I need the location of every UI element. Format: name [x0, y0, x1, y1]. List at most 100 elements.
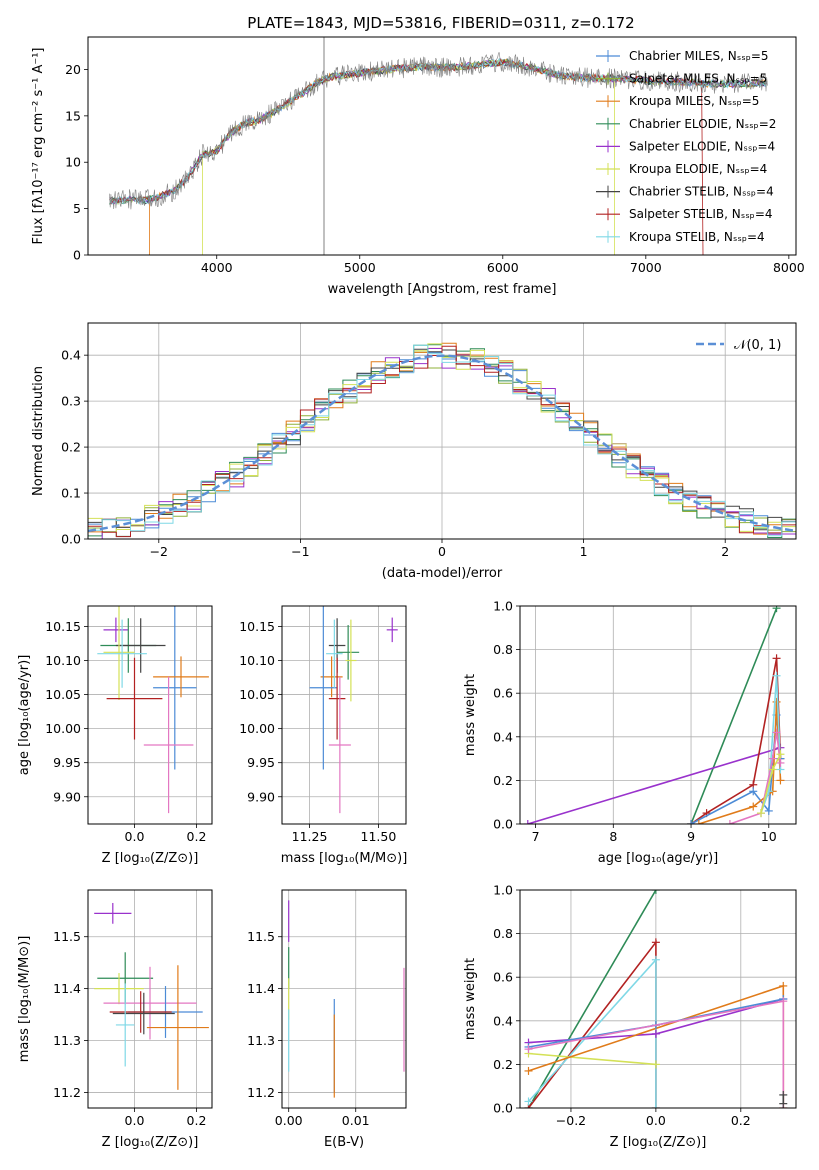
y-tick-label: 0.1 [61, 486, 81, 501]
y-tick-label: 0.2 [493, 1057, 513, 1072]
y-axis-label: age [log₁₀(age/yr)] [17, 655, 32, 776]
legend-label: Kroupa MILES, Nₛₛₚ=5 [629, 94, 759, 108]
residuals-axes: −2 −1 0 1 2 0.0 0.1 0.2 0.3 0.4 (data-model)/error… [31, 322, 797, 581]
legend: Chabrier MILES, Nₛₛₚ=5 Salpeter MILES, Nₛ… [596, 49, 776, 244]
mass-weight-line [527, 957, 657, 1108]
age-vs-mass-axes: 11.25 11.50 9.90 9.95 10.00 10.05 10.10 10.15 ma… [239, 605, 408, 866]
mass-weight-line [690, 607, 778, 824]
model-spectrum-line [149, 58, 768, 255]
spectrum-axes: 4000 5000 6000 7000 8000 0 5 10 15 20 wavelength [… [31, 36, 805, 297]
y-tick-label: 0.0 [493, 817, 513, 832]
y-tick-label: 11.3 [247, 1033, 275, 1048]
y-axis-label: mass weight [463, 674, 478, 756]
y-tick-label: 5 [73, 201, 81, 216]
legend-label: 𝒩(0, 1) [734, 338, 781, 353]
y-tick-label: 20 [65, 62, 81, 77]
legend-label: Chabrier MILES, Nₛₛₚ=5 [629, 49, 769, 63]
y-tick-label: 10.10 [45, 653, 81, 668]
y-tick-label: 0.6 [493, 970, 513, 985]
y-tick-label: 9.95 [53, 755, 81, 770]
x-tick-label: 0.2 [731, 1113, 751, 1128]
mass-weight-line [698, 701, 782, 824]
x-tick-label: 6000 [487, 260, 519, 275]
y-tick-label: 0.0 [493, 1101, 513, 1116]
mass-vs-Z-axes: 0.0 0.2 11.2 11.3 11.4 11.5 Z [log₁₀(Z/Z⊙)] mas… [17, 889, 213, 1150]
x-tick-label: 11.50 [361, 829, 397, 844]
y-tick-label: 11.4 [53, 981, 81, 996]
x-tick-label: 0.2 [187, 829, 207, 844]
x-axis-label: Z [log₁₀(Z/Z⊙)] [102, 851, 199, 866]
y-tick-label: 0.6 [493, 686, 513, 701]
y-tick-label: 0.2 [493, 773, 513, 788]
x-axis-label: Z [log₁₀(Z/Z⊙)] [610, 1135, 707, 1150]
x-tick-label: 8000 [773, 260, 805, 275]
x-axis-label: age [log₁₀(age/yr)] [598, 851, 719, 866]
legend-label: Kroupa ELODIE, Nₛₛₚ=4 [629, 162, 767, 176]
y-tick-label: 0.0 [61, 532, 81, 547]
x-tick-label: 0.2 [187, 1113, 207, 1128]
y-axis-label: Flux [fλ10⁻¹⁷ erg cm⁻² s⁻¹ A⁻¹] [31, 48, 46, 245]
y-tick-label: 0.4 [493, 1013, 513, 1028]
massweight-vs-age-frame [519, 605, 797, 825]
mass-weight-line [527, 746, 781, 824]
mass-weight-line [760, 675, 782, 814]
y-tick-label: 10.05 [45, 687, 81, 702]
x-tick-label: −2 [150, 544, 168, 559]
x-tick-label: 0.0 [125, 1113, 145, 1128]
figure-title: PLATE=1843, MJD=53816, FIBERID=0311, z=0… [247, 14, 634, 32]
residuals-frame [87, 322, 797, 540]
age-vs-Z-axes: 0.0 0.2 9.90 9.95 10.00 10.05 10.10 10.15 Z [log… [17, 605, 213, 866]
y-tick-label: 0.8 [493, 642, 513, 657]
y-tick-label: 1.0 [493, 883, 513, 898]
x-tick-label: 9 [687, 829, 695, 844]
y-axis-label: mass [log₁₀(M/M⊙)] [17, 936, 32, 1063]
x-axis-label: mass [log₁₀(M/M⊙)] [281, 851, 408, 866]
y-tick-label: 10.00 [239, 721, 275, 736]
x-axis-label: (data-model)/error [382, 566, 503, 581]
y-tick-label: 11.2 [53, 1085, 81, 1100]
spectrum-plot-area [109, 37, 768, 255]
y-tick-label: 10.15 [45, 619, 81, 634]
legend-label: Chabrier ELODIE, Nₛₛₚ=2 [629, 117, 776, 131]
y-tick-label: 0.2 [61, 440, 81, 455]
spectrum-frame [87, 36, 797, 256]
y-tick-label: 10 [65, 155, 81, 170]
massweight-vs-age-plot-area [523, 606, 785, 824]
massweight-vs-age-axes: 7 8 9 10 0.0 0.2 0.4 0.6 0.8 1.0 age [log₁₀(age/yr… [463, 599, 797, 866]
x-tick-label: 0.0 [125, 829, 145, 844]
x-tick-label: 0 [438, 544, 446, 559]
y-tick-label: 1.0 [493, 599, 513, 614]
x-tick-label: 2 [721, 544, 729, 559]
observed-spectrum-line [109, 52, 768, 210]
y-tick-label: 11.2 [247, 1085, 275, 1100]
x-tick-label: 0.0 [646, 1113, 666, 1128]
mass-vs-EBV-frame [281, 889, 407, 1109]
x-tick-label: 0.01 [342, 1113, 370, 1128]
y-axis-label: mass weight [463, 958, 478, 1040]
x-tick-label: 7000 [630, 260, 662, 275]
legend-label: Chabrier STELIB, Nₛₛₚ=4 [629, 185, 774, 199]
y-tick-label: 15 [65, 108, 81, 123]
x-tick-label: −1 [291, 544, 309, 559]
y-tick-label: 10.00 [45, 721, 81, 736]
massweight-vs-Z-frame [519, 889, 797, 1109]
x-tick-label: 4000 [201, 260, 233, 275]
y-tick-label: 10.15 [239, 619, 275, 634]
legend-label: Salpeter ELODIE, Nₛₛₚ=4 [629, 139, 775, 153]
age-vs-Z-frame [87, 605, 213, 825]
x-tick-label: −0.2 [556, 1113, 586, 1128]
legend-label: Salpeter MILES, Nₛₛₚ=5 [629, 72, 767, 86]
massweight-vs-Z-plot-area [524, 890, 788, 1108]
legend-label: Kroupa STELIB, Nₛₛₚ=4 [629, 230, 765, 244]
x-axis-label: E(B-V) [324, 1135, 364, 1150]
mass-vs-Z-plot-area [94, 902, 209, 1090]
x-tick-label: 10 [761, 829, 777, 844]
y-tick-label: 0.3 [61, 394, 81, 409]
y-tick-label: 0.8 [493, 926, 513, 941]
age-vs-Z-plot-area [97, 606, 209, 814]
y-tick-label: 9.90 [53, 789, 81, 804]
histogram-step-line [88, 344, 796, 537]
y-tick-label: 11.4 [247, 981, 275, 996]
mass-vs-EBV-axes: 0.00 0.01 11.2 11.3 11.4 11.5 E(B-V) [247, 889, 407, 1150]
y-tick-label: 11.5 [53, 929, 81, 944]
